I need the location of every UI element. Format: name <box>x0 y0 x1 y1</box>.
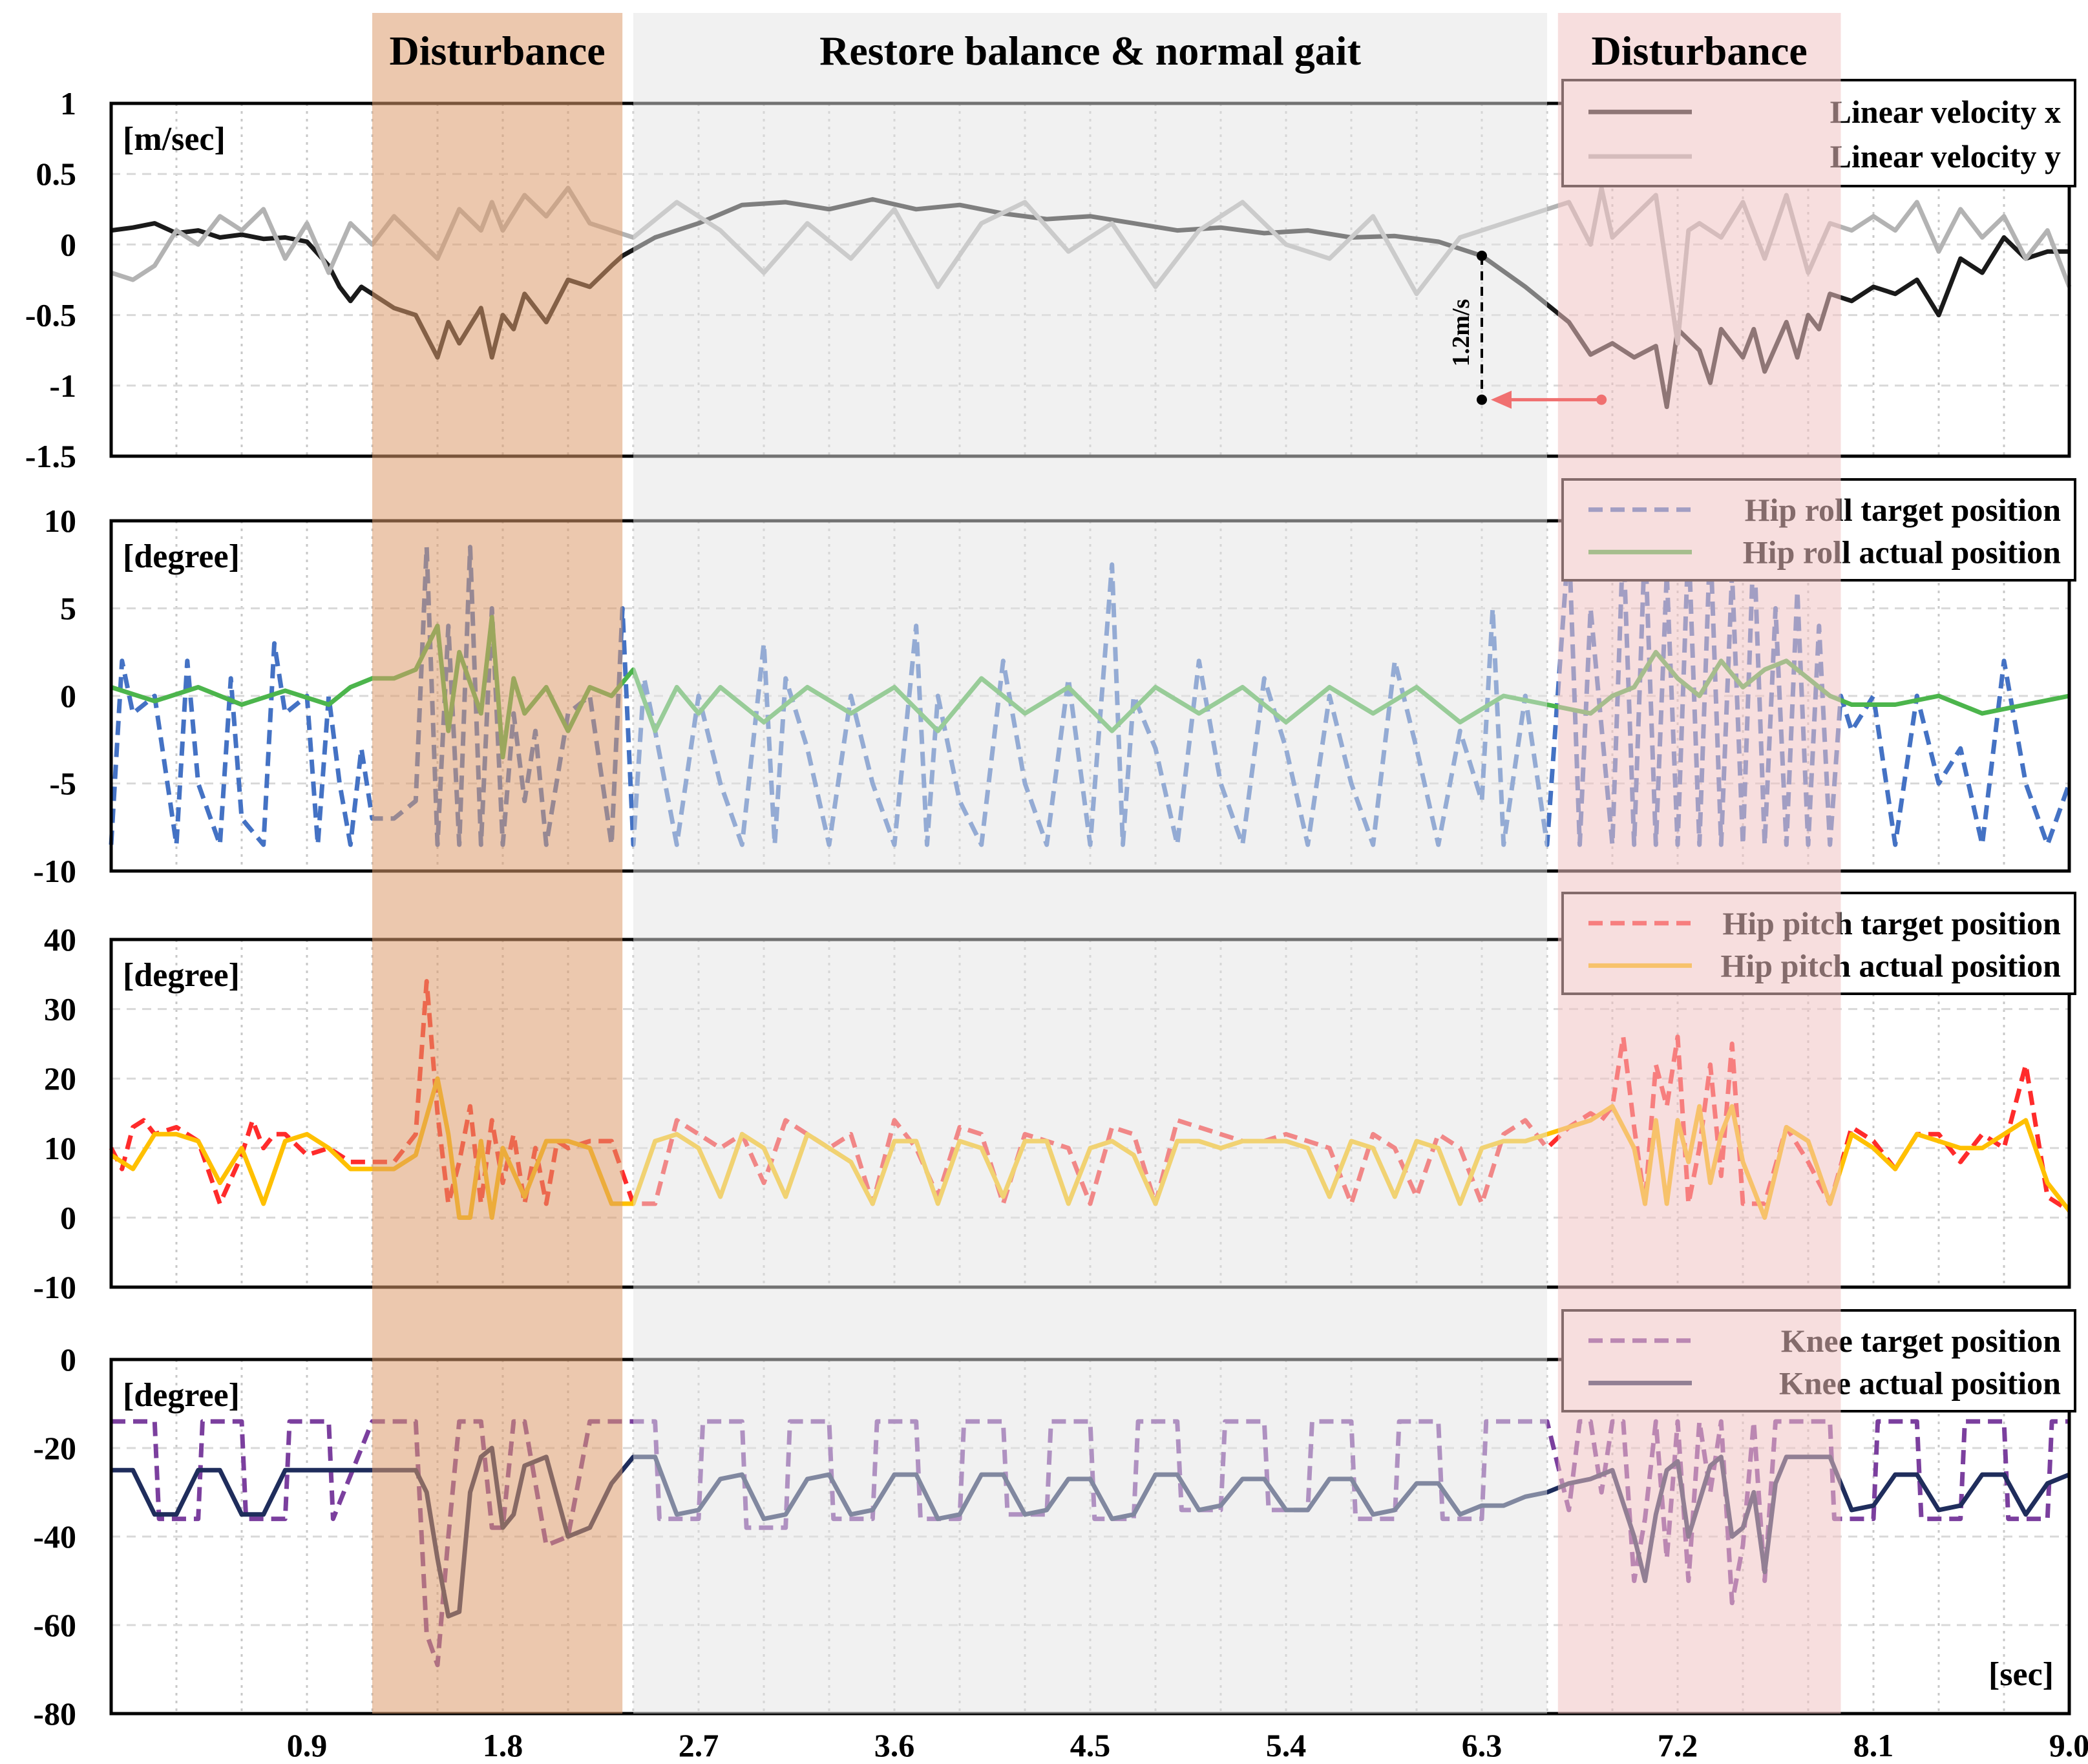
x-tick-label: 7.2 <box>1658 1727 1698 1763</box>
unit-label: [degree] <box>123 957 240 994</box>
band-0 <box>372 13 623 1714</box>
y-tick-label: -10 <box>33 853 76 889</box>
y-tick-label: 5 <box>60 591 76 627</box>
x-tick-label: 6.3 <box>1462 1727 1503 1763</box>
y-tick-label: 0 <box>60 1199 76 1235</box>
annot-label: 1.2m/s <box>1448 299 1475 367</box>
y-tick-label: -20 <box>33 1430 76 1466</box>
y-tick-label: 30 <box>44 991 76 1027</box>
y-tick-label: 40 <box>44 921 76 958</box>
annot-dot <box>1596 394 1607 405</box>
y-tick-label: -60 <box>33 1607 76 1643</box>
x-unit-label: [sec] <box>1988 1656 2054 1693</box>
legend-label: Linear velocity x <box>1830 94 2061 130</box>
y-tick-label: 0 <box>60 226 76 262</box>
annotation-1.2ms: 1.2m/s <box>1448 250 1607 409</box>
unit-label: [degree] <box>123 1377 240 1414</box>
legend-label: Linear velocity y <box>1830 138 2061 174</box>
y-tick-label: 10 <box>44 1130 76 1166</box>
y-tick-label: -80 <box>33 1696 76 1732</box>
y-tick-label: -0.5 <box>25 297 76 333</box>
y-tick-label: -1.5 <box>25 438 76 474</box>
band-label-2: Disturbance <box>1592 28 1808 74</box>
band-2 <box>1557 13 1841 1714</box>
y-tick-label: 10 <box>44 503 76 539</box>
x-tick-label: 3.6 <box>874 1727 915 1763</box>
y-tick-label: 0 <box>60 678 76 714</box>
annot-arrow-head <box>1491 390 1512 409</box>
x-tick-label: 2.7 <box>679 1727 719 1763</box>
unit-label: [degree] <box>123 538 240 575</box>
x-tick-label: 5.4 <box>1266 1727 1307 1763</box>
y-tick-label: -5 <box>49 766 76 802</box>
y-tick-label: 20 <box>44 1060 76 1097</box>
band-label-0: Disturbance <box>389 28 605 74</box>
x-tick-label: 0.9 <box>287 1727 328 1763</box>
y-tick-label: 1 <box>60 85 76 121</box>
background-bands <box>372 13 1841 1714</box>
x-tick-label: 4.5 <box>1070 1727 1111 1763</box>
y-tick-label: -10 <box>33 1269 76 1305</box>
x-tick-label: 1.8 <box>483 1727 523 1763</box>
y-tick-label: 0.5 <box>36 156 77 192</box>
annot-dot <box>1477 250 1487 261</box>
unit-label: [m/sec] <box>123 121 226 158</box>
band-label-1: Restore balance & normal gait <box>819 28 1361 74</box>
x-tick-label: 9.0 <box>2049 1727 2088 1763</box>
y-tick-label: -40 <box>33 1518 76 1555</box>
band-1 <box>633 13 1547 1714</box>
x-tick-label: 8.1 <box>1853 1727 1894 1763</box>
y-tick-label: -1 <box>49 368 76 404</box>
x-axis: 0.9 1.8 2.7 3.6 4.5 5.4 6.3 7.2 8.1 9.0 [sec] <box>287 1656 2088 1763</box>
band-labels: Disturbance Restore balance & normal gait… <box>389 28 1807 74</box>
y-tick-label: 0 <box>60 1341 76 1378</box>
annot-dot <box>1477 394 1487 405</box>
